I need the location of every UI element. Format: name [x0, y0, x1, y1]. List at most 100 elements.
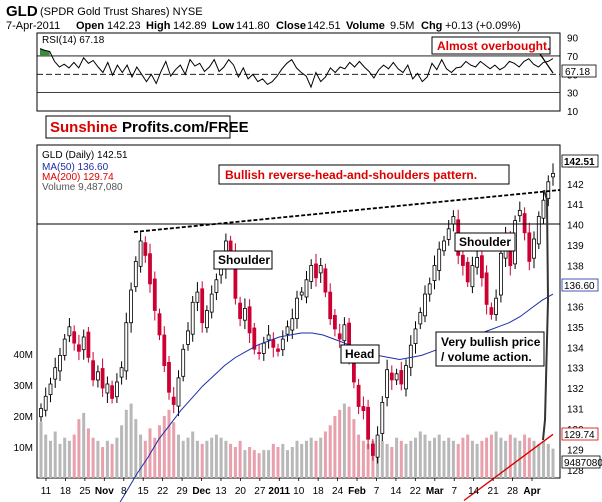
rsi-tick-10: 10	[567, 107, 579, 118]
x-tick-label: Mar	[426, 486, 444, 497]
candle-body	[366, 406, 371, 440]
ma200-price-label: 129.74	[564, 430, 595, 441]
candle-body	[427, 283, 432, 295]
quote-open: 142.23	[107, 20, 141, 32]
price-tick-141: 141	[567, 200, 584, 211]
x-tick-label: Feb	[348, 486, 366, 497]
candle-body	[242, 307, 247, 321]
x-tick-label: 18	[60, 486, 72, 497]
annotation-pattern: Bullish reverse-head-and-shoulders patte…	[225, 168, 477, 182]
candle-body	[148, 253, 152, 285]
candle-body	[39, 408, 43, 418]
volume-bar	[470, 440, 474, 478]
rsi-overbought-fill	[40, 48, 50, 56]
volume-bar	[323, 431, 327, 478]
x-tick-label: Dec	[192, 486, 211, 497]
legend-ma50: MA(50) 136.60	[42, 162, 109, 173]
candle-body	[413, 328, 418, 344]
volume-bar	[395, 437, 399, 478]
volume-bar	[513, 437, 517, 478]
price-tick-135: 135	[567, 323, 584, 334]
x-tick-label: 11	[41, 486, 52, 497]
candle-body	[67, 326, 72, 337]
volume-bar	[49, 440, 52, 478]
ma50-price-label: 136.60	[564, 281, 595, 292]
volume-bar	[200, 443, 204, 478]
volume-bar	[437, 434, 441, 478]
candle-body	[423, 293, 427, 317]
candle-body	[318, 265, 323, 274]
quote-low-label: Low	[212, 20, 234, 32]
volume-bar	[181, 440, 185, 478]
candle-body	[176, 377, 181, 407]
candle-body	[43, 395, 48, 411]
volume-bar	[456, 443, 460, 478]
x-tick-label: 27	[254, 486, 266, 497]
legend-ma200: MA(200) 129.74	[42, 172, 114, 183]
legend-volume: Volume 9,487,080	[42, 182, 123, 193]
volume-bar	[286, 450, 289, 478]
price-tick-134: 134	[567, 343, 584, 354]
candle-body	[257, 352, 262, 355]
volume-bar	[224, 440, 228, 478]
volume-bar	[86, 428, 90, 478]
x-tick-label: 28	[507, 486, 519, 497]
volume-bar	[404, 443, 408, 478]
candle-body	[276, 348, 280, 352]
candle-body	[214, 279, 219, 293]
rsi-tick-90: 90	[567, 34, 579, 45]
price-tick-136: 136	[567, 302, 584, 313]
candle-body	[465, 261, 470, 283]
neckline-trendline	[133, 189, 561, 233]
candle-body	[53, 367, 58, 380]
x-tick-label: 20	[235, 486, 247, 497]
candle-body	[91, 360, 95, 381]
volume-tick-40M: 40M	[14, 350, 33, 361]
volume-bar	[442, 440, 446, 478]
candle-body	[489, 307, 494, 315]
volume-bar	[162, 416, 166, 478]
volume-bar	[281, 443, 285, 478]
candle-body	[167, 361, 171, 393]
candle-body	[299, 291, 304, 296]
legend-price: GLD (Daily) 142.51	[42, 150, 128, 161]
annotation-volume-line2: / volume action.	[441, 350, 532, 364]
volume-bar	[257, 453, 261, 478]
volume-bar	[338, 409, 342, 478]
volume-bar	[319, 437, 323, 478]
volume-bar	[399, 440, 403, 478]
ma200-line	[463, 433, 554, 502]
volume-bar	[214, 434, 218, 478]
volume-bar	[314, 440, 318, 478]
x-tick-label: 25	[79, 486, 91, 497]
volume-bar	[139, 434, 143, 478]
x-tick-label: 2011	[268, 486, 290, 497]
volume-bar	[428, 440, 432, 478]
candle-body	[119, 367, 124, 378]
volume-bar	[546, 443, 550, 478]
x-tick-label: 21	[488, 486, 500, 497]
candle-body	[96, 371, 100, 381]
candle-body	[408, 344, 413, 368]
volume-bar	[58, 443, 62, 478]
volume-bar	[195, 440, 199, 478]
volume-bar	[158, 425, 161, 478]
volume-bar	[248, 447, 252, 478]
candle-body	[62, 338, 67, 356]
volume-tick-20M: 20M	[14, 412, 33, 423]
candle-body	[551, 172, 555, 178]
candle-body	[527, 232, 532, 262]
volume-bar	[101, 447, 105, 478]
x-tick-label: 7	[451, 486, 457, 497]
candle-body	[162, 334, 167, 367]
x-tick-label: 22	[157, 486, 169, 497]
volume-bar	[527, 437, 531, 478]
candle-body	[285, 326, 290, 335]
candle-body	[81, 336, 86, 351]
volume-bar	[475, 443, 479, 478]
price-tick-129: 129	[567, 445, 584, 456]
volume-bar	[72, 434, 76, 478]
candle-body	[181, 348, 186, 377]
candle-body	[385, 369, 390, 398]
